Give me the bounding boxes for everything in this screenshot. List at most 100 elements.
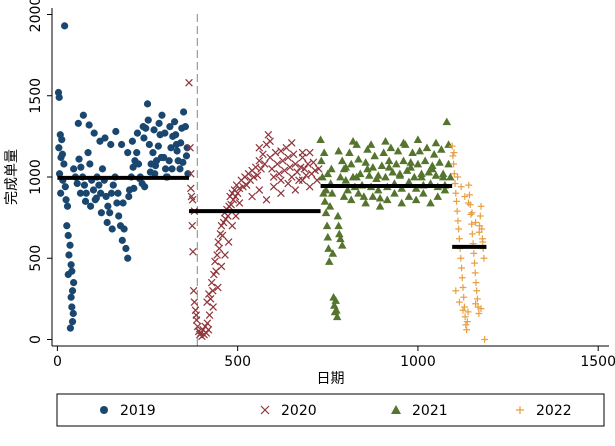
data-point	[119, 199, 127, 207]
data-point	[477, 202, 485, 210]
data-point	[228, 221, 237, 230]
y-tick-label: 500	[28, 245, 44, 272]
data-point	[73, 179, 81, 188]
data-point	[323, 169, 333, 178]
data-point	[384, 163, 394, 171]
data-point	[300, 165, 309, 173]
data-point	[76, 189, 85, 197]
plot-area	[54, 14, 489, 346]
data-point	[115, 212, 123, 220]
data-point	[229, 195, 238, 204]
data-point	[457, 183, 465, 191]
data-point	[211, 257, 219, 266]
data-point	[455, 298, 463, 306]
data-point	[215, 244, 224, 253]
data-point	[129, 163, 137, 171]
legend-box	[56, 393, 605, 427]
data-point	[473, 287, 481, 295]
data-point	[214, 238, 223, 246]
data-point	[410, 172, 419, 181]
data-point	[113, 199, 121, 207]
data-point	[70, 165, 78, 173]
data-point	[291, 160, 300, 168]
data-point	[452, 287, 460, 295]
data-point	[471, 269, 479, 277]
data-point	[390, 189, 399, 197]
axes: 0 500 1000 1500 0 500 1000 1500 2000 日期 完成单量	[4, 0, 615, 387]
data-point	[341, 176, 351, 184]
data-point	[259, 150, 267, 159]
data-point	[102, 192, 110, 201]
data-point	[450, 160, 458, 168]
data-point	[106, 209, 114, 217]
data-point	[453, 207, 461, 215]
data-point	[251, 163, 260, 172]
data-point	[125, 192, 133, 201]
data-point	[55, 144, 63, 152]
data-point	[355, 169, 365, 178]
data-point	[221, 215, 230, 224]
data-point	[322, 221, 332, 230]
y-tick-label: 0	[28, 335, 44, 344]
data-point	[165, 157, 173, 165]
data-point	[109, 181, 117, 189]
data-point	[170, 118, 179, 126]
data-point	[202, 329, 211, 337]
data-point	[440, 185, 450, 194]
data-point	[257, 165, 265, 173]
data-point	[318, 172, 327, 181]
data-point	[118, 236, 126, 244]
data-point	[411, 195, 421, 204]
data-point	[89, 186, 98, 194]
data-point	[145, 140, 153, 149]
data-point	[332, 312, 342, 321]
data-point	[112, 127, 120, 136]
data-point	[232, 212, 240, 220]
data-point	[128, 137, 136, 145]
data-point	[468, 220, 476, 228]
data-point	[472, 300, 480, 308]
data-point	[448, 142, 456, 150]
data-point	[253, 171, 262, 180]
legend-item-2019: 2019	[100, 403, 156, 419]
data-point	[108, 225, 116, 233]
data-point	[363, 145, 372, 153]
data-point	[74, 119, 82, 127]
data-point	[266, 137, 274, 146]
data-point	[475, 310, 483, 317]
legend-marker	[391, 405, 401, 414]
data-point	[419, 189, 428, 197]
data-point	[449, 152, 457, 160]
data-point	[217, 262, 226, 271]
data-point	[287, 139, 296, 147]
data-point	[255, 143, 264, 152]
data-point	[157, 153, 165, 162]
data-point	[474, 295, 481, 303]
data-point	[79, 111, 87, 119]
data-point	[189, 286, 198, 295]
data-point	[359, 192, 369, 200]
data-point	[452, 189, 460, 197]
data-point	[143, 100, 152, 108]
data-point	[472, 279, 480, 287]
data-point	[242, 181, 251, 189]
data-point	[316, 135, 325, 144]
data-point	[429, 150, 439, 158]
data-point	[465, 181, 473, 189]
data-point	[453, 197, 460, 205]
data-point	[231, 192, 240, 201]
data-point	[161, 129, 169, 137]
data-point	[317, 156, 326, 165]
data-point	[213, 251, 221, 259]
data-point	[219, 218, 228, 227]
data-point	[324, 244, 333, 252]
data-point	[275, 169, 283, 178]
data-point	[346, 195, 356, 204]
data-point	[209, 303, 217, 311]
data-point	[260, 160, 269, 168]
data-point	[437, 145, 446, 153]
data-point	[167, 144, 175, 152]
data-point	[117, 140, 126, 149]
